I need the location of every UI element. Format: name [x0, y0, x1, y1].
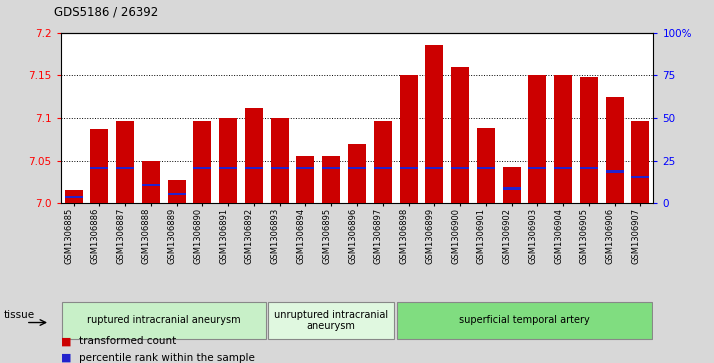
- Text: GSM1306903: GSM1306903: [528, 208, 538, 264]
- Bar: [605, 171, 623, 172]
- Bar: [193, 167, 211, 169]
- Text: GSM1306889: GSM1306889: [168, 208, 176, 264]
- Bar: [451, 67, 469, 203]
- Bar: [554, 167, 572, 169]
- Bar: [296, 156, 314, 203]
- Text: GSM1306899: GSM1306899: [426, 208, 434, 264]
- FancyBboxPatch shape: [62, 302, 266, 339]
- Bar: [219, 118, 237, 203]
- Bar: [322, 167, 341, 169]
- Bar: [90, 167, 109, 169]
- Bar: [296, 167, 314, 169]
- Text: GSM1306905: GSM1306905: [580, 208, 589, 264]
- Text: GSM1306904: GSM1306904: [554, 208, 563, 264]
- Bar: [271, 167, 288, 169]
- Text: GSM1306897: GSM1306897: [373, 208, 383, 264]
- Bar: [322, 156, 341, 203]
- Bar: [426, 167, 443, 169]
- Bar: [348, 167, 366, 169]
- Text: tissue: tissue: [4, 310, 35, 320]
- Bar: [142, 161, 160, 203]
- Text: ■: ■: [61, 352, 71, 363]
- Text: GSM1306900: GSM1306900: [451, 208, 460, 264]
- Text: GSM1306885: GSM1306885: [64, 208, 74, 264]
- Bar: [373, 121, 392, 203]
- Bar: [400, 76, 418, 203]
- Bar: [168, 193, 186, 195]
- Bar: [64, 191, 83, 203]
- FancyBboxPatch shape: [397, 302, 652, 339]
- Bar: [168, 180, 186, 203]
- Text: GSM1306895: GSM1306895: [322, 208, 331, 264]
- Bar: [554, 76, 572, 203]
- Text: GSM1306907: GSM1306907: [631, 208, 640, 264]
- Bar: [528, 167, 546, 169]
- Bar: [193, 121, 211, 203]
- Text: unruptured intracranial
aneurysm: unruptured intracranial aneurysm: [274, 310, 388, 331]
- Bar: [90, 129, 109, 203]
- Bar: [477, 167, 495, 169]
- Bar: [116, 121, 134, 203]
- Bar: [142, 184, 160, 186]
- Text: GSM1306890: GSM1306890: [193, 208, 202, 264]
- Bar: [451, 167, 469, 169]
- Bar: [219, 167, 237, 169]
- Text: ■: ■: [61, 336, 71, 346]
- Text: GSM1306894: GSM1306894: [296, 208, 306, 264]
- Text: superficial temporal artery: superficial temporal artery: [459, 315, 590, 325]
- Bar: [503, 188, 521, 189]
- Bar: [426, 45, 443, 203]
- Bar: [580, 167, 598, 169]
- Text: ruptured intracranial aneurysm: ruptured intracranial aneurysm: [87, 315, 241, 325]
- Bar: [580, 77, 598, 203]
- Text: GSM1306906: GSM1306906: [605, 208, 615, 264]
- Bar: [400, 167, 418, 169]
- Bar: [373, 167, 392, 169]
- Text: GSM1306888: GSM1306888: [142, 208, 151, 264]
- Bar: [245, 108, 263, 203]
- Text: GSM1306901: GSM1306901: [477, 208, 486, 264]
- Text: GSM1306902: GSM1306902: [503, 208, 512, 264]
- Bar: [348, 144, 366, 203]
- Text: GSM1306896: GSM1306896: [348, 208, 357, 264]
- Text: transformed count: transformed count: [79, 336, 176, 346]
- Text: GSM1306891: GSM1306891: [219, 208, 228, 264]
- Bar: [631, 176, 650, 178]
- Bar: [605, 97, 623, 203]
- Text: GSM1306887: GSM1306887: [116, 208, 125, 264]
- Bar: [116, 167, 134, 169]
- Bar: [64, 196, 83, 198]
- Text: percentile rank within the sample: percentile rank within the sample: [79, 352, 254, 363]
- Text: GDS5186 / 26392: GDS5186 / 26392: [54, 5, 158, 18]
- Bar: [477, 128, 495, 203]
- Bar: [503, 167, 521, 203]
- Bar: [271, 118, 288, 203]
- Bar: [245, 167, 263, 169]
- Bar: [631, 121, 650, 203]
- Text: GSM1306893: GSM1306893: [271, 208, 280, 264]
- Bar: [528, 76, 546, 203]
- Text: GSM1306892: GSM1306892: [245, 208, 254, 264]
- Text: GSM1306886: GSM1306886: [91, 208, 99, 264]
- FancyBboxPatch shape: [268, 302, 394, 339]
- Text: GSM1306898: GSM1306898: [400, 208, 408, 264]
